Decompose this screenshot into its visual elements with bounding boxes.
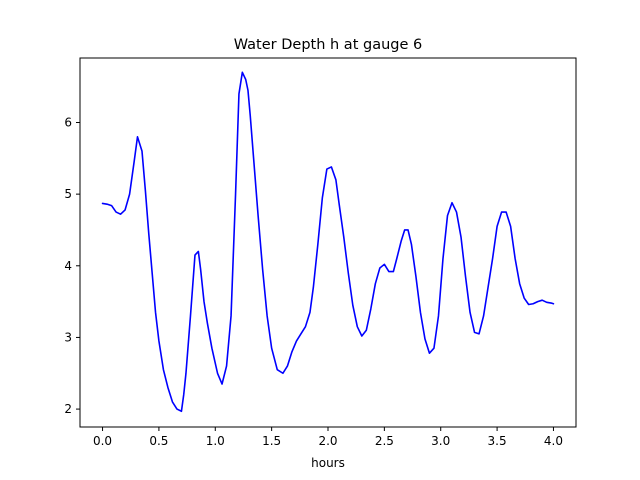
y-tick-label: 5 xyxy=(64,187,72,201)
plot-area: 0.0 0.5 1.0 1.5 2.0 2.5 3.0 3.5 4.0 2 3 4 5 6 xyxy=(64,57,577,448)
x-tick-label: 2.0 xyxy=(318,434,337,448)
y-tick-label: 6 xyxy=(64,115,72,129)
y-tick-label: 4 xyxy=(64,259,72,273)
x-tick-label: 3.5 xyxy=(488,434,507,448)
x-tick-label: 0.0 xyxy=(93,434,112,448)
x-tick-label: 1.5 xyxy=(262,434,281,448)
x-axis-label: hours xyxy=(311,456,345,470)
y-tick-label: 3 xyxy=(64,330,72,344)
x-tick-label: 0.5 xyxy=(149,434,168,448)
x-tick-label: 4.0 xyxy=(544,434,563,448)
x-tick-label: 3.0 xyxy=(431,434,450,448)
series-line-0 xyxy=(101,71,555,413)
x-tick-label: 1.0 xyxy=(206,434,225,448)
chart-title: Water Depth h at gauge 6 xyxy=(234,37,422,53)
y-tick-label: 2 xyxy=(64,402,72,416)
x-tick-label: 2.5 xyxy=(375,434,394,448)
